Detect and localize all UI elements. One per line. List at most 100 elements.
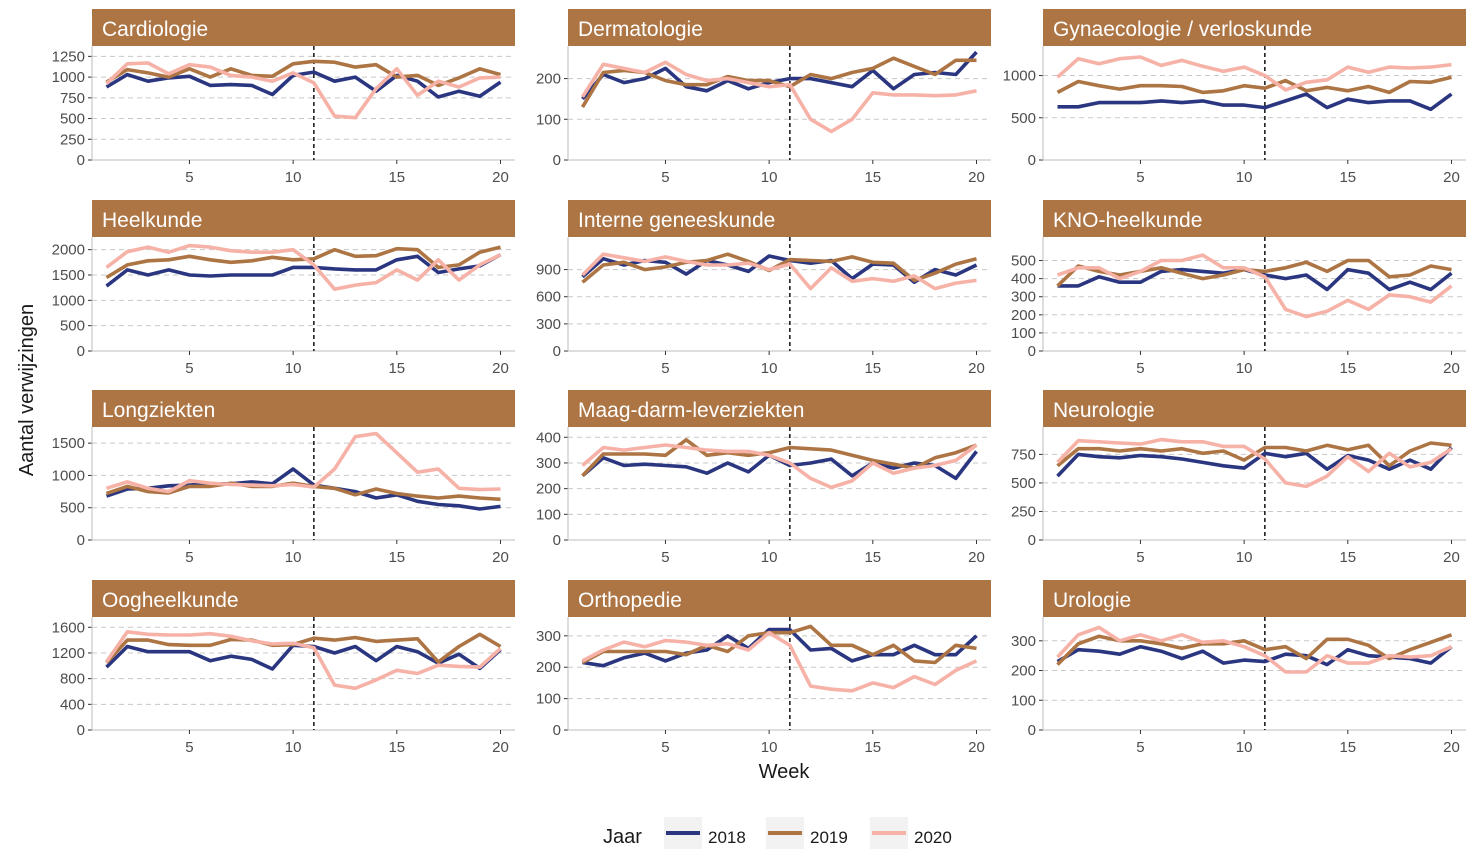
x-tick-label: 5 bbox=[661, 549, 669, 566]
panel-title: Cardiologie bbox=[102, 18, 208, 41]
panel-10: Orthopedie 0 100 200 300 5 10 15 20 bbox=[536, 580, 991, 756]
series-line-2018 bbox=[1056, 446, 1453, 478]
y-tick-label: 0 bbox=[77, 532, 85, 549]
x-tick-label: 20 bbox=[968, 169, 985, 186]
x-tick-label: 10 bbox=[761, 739, 778, 756]
y-tick-label: 100 bbox=[536, 111, 561, 128]
series-line-2018 bbox=[1057, 92, 1453, 112]
y-tick-label: 1600 bbox=[52, 619, 85, 636]
series-line-2019 bbox=[105, 632, 502, 664]
panel-strip bbox=[568, 580, 991, 617]
panel-0: Cardiologie 0 250 500 750 1000 1250 5 10 15 20 bbox=[52, 9, 515, 186]
y-tick-label: 0 bbox=[553, 343, 561, 360]
y-tick-label: 0 bbox=[1028, 343, 1036, 360]
panel-title: Gynaecologie / verloskunde bbox=[1053, 18, 1312, 41]
y-tick-label: 900 bbox=[536, 262, 561, 279]
y-tick-label: 600 bbox=[536, 289, 561, 306]
y-tick-label: 500 bbox=[1011, 253, 1036, 270]
x-tick-label: 15 bbox=[864, 169, 881, 186]
x-tick-label: 10 bbox=[761, 169, 778, 186]
x-tick-label: 10 bbox=[1236, 549, 1253, 566]
panel-strip bbox=[1043, 390, 1466, 427]
panel-strip bbox=[92, 580, 515, 617]
panel-2: Gynaecologie / verloskunde 0 500 1000 5 10 15 2… bbox=[1003, 9, 1466, 186]
legend-label-2018: 2018 bbox=[708, 828, 746, 847]
x-tick-label: 10 bbox=[285, 169, 302, 186]
x-tick-label: 5 bbox=[185, 169, 193, 186]
panel-7: Maag-darm-leverziekten 0 100 200 300 400 5 10 15… bbox=[536, 390, 991, 566]
x-tick-label: 15 bbox=[864, 360, 881, 377]
x-tick-label: 20 bbox=[492, 549, 509, 566]
y-tick-label: 1000 bbox=[52, 467, 85, 484]
x-tick-label: 5 bbox=[1136, 739, 1144, 756]
x-tick-label: 5 bbox=[661, 360, 669, 377]
x-tick-label: 15 bbox=[388, 739, 405, 756]
panel-11: Urologie 0 100 200 300 5 10 15 20 bbox=[1011, 580, 1466, 756]
y-tick-label: 100 bbox=[536, 506, 561, 523]
y-tick-label: 800 bbox=[60, 671, 85, 688]
y-tick-label: 1000 bbox=[1003, 68, 1036, 85]
x-tick-label: 20 bbox=[492, 739, 509, 756]
y-tick-label: 100 bbox=[1011, 325, 1036, 342]
y-tick-label: 300 bbox=[1011, 633, 1036, 650]
x-tick-label: 20 bbox=[1443, 360, 1460, 377]
panel-9: Oogheelkunde 0 400 800 1200 1600 5 10 15 20 bbox=[52, 580, 515, 756]
x-tick-label: 10 bbox=[285, 549, 302, 566]
panel-6: Longziekten 0 500 1000 1500 5 10 15 20 bbox=[52, 390, 515, 566]
series-line-2020 bbox=[581, 443, 978, 490]
y-tick-label: 200 bbox=[536, 481, 561, 498]
panel-title: Interne geneeskunde bbox=[578, 209, 775, 232]
series-line-2020 bbox=[1056, 437, 1453, 489]
y-tick-label: 0 bbox=[1028, 152, 1036, 169]
x-tick-label: 20 bbox=[968, 549, 985, 566]
y-tick-label: 400 bbox=[60, 696, 85, 713]
y-tick-label: 500 bbox=[1011, 110, 1036, 127]
y-tick-label: 300 bbox=[536, 455, 561, 472]
x-tick-label: 15 bbox=[1339, 549, 1356, 566]
x-tick-label: 20 bbox=[968, 739, 985, 756]
series-line-2020 bbox=[581, 252, 977, 291]
panel-title: Oogheelkunde bbox=[102, 589, 239, 612]
panel-8: Neurologie 0 250 500 750 5 10 15 20 bbox=[1011, 390, 1466, 566]
panel-title: KNO-heelkunde bbox=[1053, 209, 1202, 232]
y-tick-label: 1000 bbox=[52, 292, 85, 309]
y-tick-label: 300 bbox=[536, 628, 561, 645]
series-line-2020 bbox=[105, 61, 501, 120]
y-tick-label: 500 bbox=[60, 111, 85, 128]
series-line-2020 bbox=[581, 630, 978, 693]
series-line-2018 bbox=[105, 467, 501, 511]
y-tick-label: 0 bbox=[77, 343, 85, 360]
panel-1: Dermatologie 0 100 200 5 10 15 20 bbox=[536, 9, 991, 186]
series-line-2020 bbox=[105, 629, 502, 691]
y-tick-label: 2000 bbox=[52, 242, 85, 259]
y-tick-label: 300 bbox=[536, 316, 561, 333]
x-tick-label: 5 bbox=[185, 360, 193, 377]
y-tick-label: 1500 bbox=[52, 267, 85, 284]
y-tick-label: 750 bbox=[1011, 446, 1036, 463]
panel-title: Maag-darm-leverziekten bbox=[578, 399, 804, 422]
x-tick-label: 20 bbox=[492, 169, 509, 186]
x-tick-label: 5 bbox=[661, 739, 669, 756]
panel-strip bbox=[1043, 580, 1466, 617]
panel-4: Interne geneeskunde 0 300 600 900 5 10 15 20 bbox=[536, 200, 991, 377]
panel-3: Heelkunde 0 500 1000 1500 2000 5 10 15 20 bbox=[52, 200, 515, 377]
series-line-2019 bbox=[1056, 75, 1452, 95]
x-tick-label: 5 bbox=[185, 739, 193, 756]
x-tick-label: 15 bbox=[1339, 360, 1356, 377]
x-tick-label: 10 bbox=[285, 739, 302, 756]
x-tick-label: 15 bbox=[1339, 169, 1356, 186]
panel-strip bbox=[568, 9, 991, 46]
x-tick-label: 5 bbox=[1136, 549, 1144, 566]
y-tick-label: 100 bbox=[536, 691, 561, 708]
y-tick-label: 200 bbox=[1011, 307, 1036, 324]
y-axis-title: Aantal verwijzingen bbox=[16, 304, 38, 476]
x-tick-label: 5 bbox=[185, 549, 193, 566]
series-line-2019 bbox=[580, 56, 977, 109]
x-tick-label: 10 bbox=[761, 360, 778, 377]
y-tick-label: 250 bbox=[60, 131, 85, 148]
y-tick-label: 750 bbox=[60, 90, 85, 107]
y-tick-label: 0 bbox=[553, 152, 561, 169]
y-tick-label: 1250 bbox=[52, 48, 85, 65]
x-tick-label: 10 bbox=[1236, 739, 1253, 756]
